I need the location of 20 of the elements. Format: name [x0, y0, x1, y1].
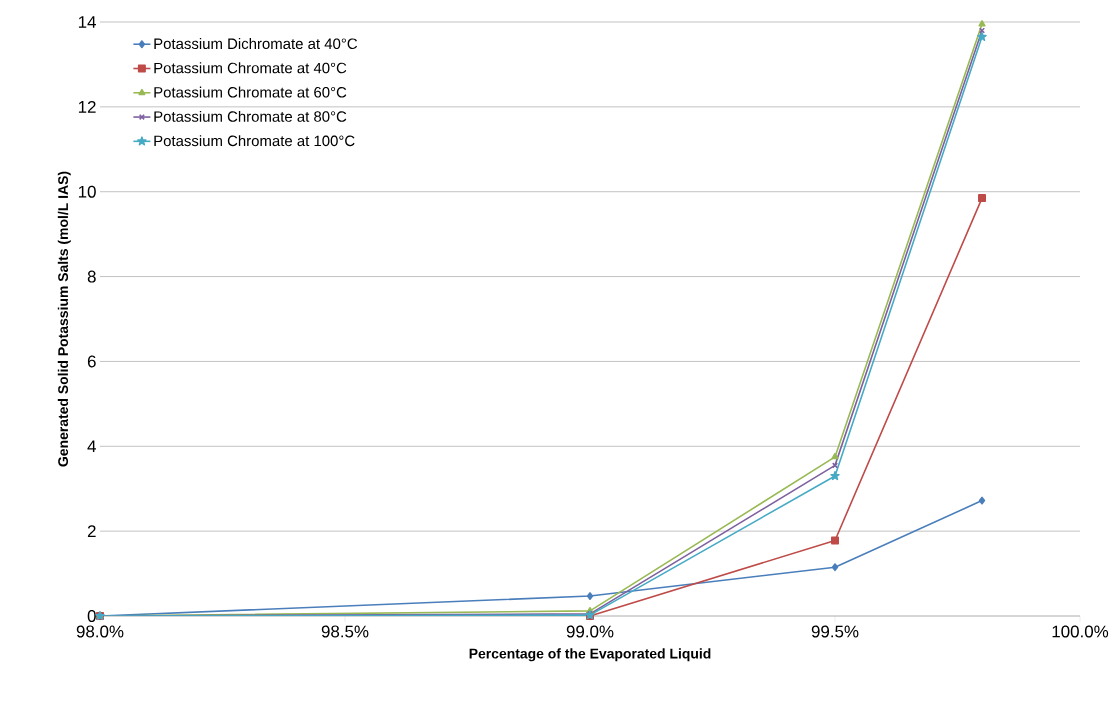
legend-label: Potassium Chromate at 60°C: [154, 86, 347, 98]
y-tick-label: 6: [87, 355, 96, 368]
y-tick-label: 0: [87, 610, 96, 622]
legend-label: Potassium Dichromate at 40°C: [154, 38, 358, 50]
y-tick-label: 8: [87, 270, 96, 283]
x-tick-label: 100.0%: [1052, 625, 1109, 638]
x-tick-label: 98.0%: [76, 625, 124, 638]
legend-label: Potassium Chromate at 80°C: [154, 110, 347, 122]
x-tick-label: 99.0%: [566, 625, 614, 638]
y-tick-label: 10: [78, 185, 96, 198]
y-tick-label: 2: [87, 525, 96, 538]
legend-label: Potassium Chromate at 40°C: [154, 62, 347, 74]
y-tick-label: 14: [78, 16, 96, 28]
x-tick-label: 99.5%: [811, 625, 859, 638]
y-tick-label: 4: [87, 440, 96, 453]
x-tick-label: 98.5%: [321, 625, 369, 638]
x-axis-title: Percentage of the Evaporated Liquid: [469, 648, 711, 662]
y-tick-label: 12: [78, 100, 96, 113]
y-axis-title: Generated Solid Potassium Salts (mol/L IAS): [57, 171, 71, 467]
legend-label: Potassium Chromate at 100°C: [154, 135, 355, 147]
